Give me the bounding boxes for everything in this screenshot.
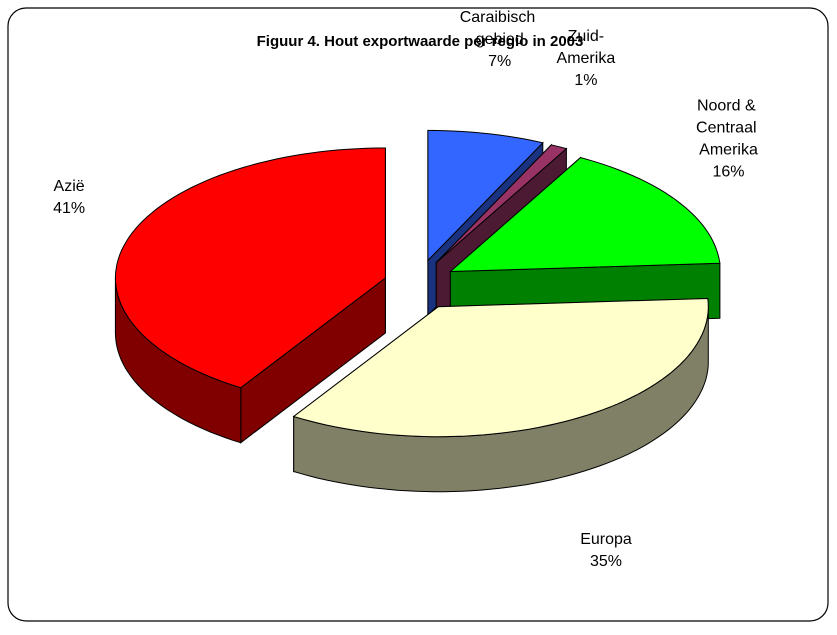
slice-label: Noord & Centraal Amerika [696,98,761,159]
slice-label: Azië [54,178,85,195]
value-label: 35% [590,553,622,570]
slice-label-line: gebied [476,31,524,48]
slice-label-line: Caraibisch [460,9,540,26]
slice-label: Caraibisch gebied [460,9,540,48]
slice-label: Europa [580,531,632,548]
slice-label-line: Noord & [697,98,760,115]
slice-top [449,157,721,273]
chart-frame [7,7,829,622]
slice-top [292,297,709,438]
slice-label-line: Amerika [557,50,616,67]
slice-top [427,129,544,262]
slice [292,297,709,493]
slice-label-line: Centraal [696,120,761,137]
slice-top [114,147,386,389]
slice-label-line: Zuid- [568,28,604,45]
slice [114,147,386,444]
slice-label: Zuid- Amerika [557,28,616,67]
value-label: 1% [574,72,597,89]
chart-title: Figuur 4. Hout exportwaarde per regio in… [257,33,584,50]
slice-top [435,144,568,263]
value-label: 7% [488,53,511,70]
value-label: 16% [713,164,745,181]
slice-label-line: Amerika [699,142,758,159]
slice-label-line: Europa [580,531,632,548]
value-label: 41% [53,200,85,217]
slice-label-line: Azië [54,178,85,195]
